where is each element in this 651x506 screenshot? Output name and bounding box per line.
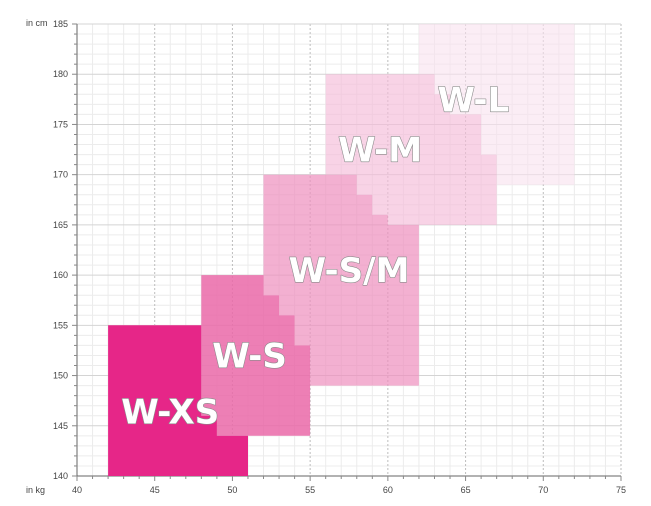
x-axis-unit-label: in kg — [26, 485, 45, 495]
x-tick-label: 60 — [383, 485, 393, 495]
y-axis-unit-label: in cm — [26, 18, 48, 28]
x-tick-label: 75 — [616, 485, 626, 495]
y-tick-label: 185 — [53, 19, 68, 29]
size-area-w-m — [325, 74, 497, 225]
x-tick-label: 45 — [150, 485, 160, 495]
x-tick-label: 40 — [72, 485, 82, 495]
y-tick-label: 180 — [53, 69, 68, 79]
y-tick-label: 165 — [53, 220, 68, 230]
y-tick-label: 175 — [53, 119, 68, 129]
x-tick-label: 65 — [461, 485, 471, 495]
axes: 40 45 50 55 60 65 70 75 140 145 150 155 160 165 170 175… — [53, 19, 626, 495]
y-tick-label: 150 — [53, 371, 68, 381]
size-label-w-s: W-S — [212, 336, 287, 376]
y-tick-label: 160 — [53, 270, 68, 280]
size-labels: W-L W-M W-S/M W-S W-XS — [121, 80, 510, 434]
y-tick-label: 140 — [53, 471, 68, 481]
size-area-w-s-m — [263, 174, 419, 386]
size-label-w-s-m: W-S/M — [289, 251, 410, 291]
x-tick-label: 55 — [305, 485, 315, 495]
x-tick-label: 50 — [227, 485, 237, 495]
size-area-w-xs — [108, 325, 248, 476]
size-areas — [108, 24, 575, 476]
y-tick-label: 145 — [53, 421, 68, 431]
size-label-w-m: W-M — [338, 131, 422, 171]
size-label-w-l: W-L — [437, 80, 509, 120]
size-area-w-s — [201, 275, 311, 436]
x-tick-label: 70 — [538, 485, 548, 495]
y-tick-label: 170 — [53, 170, 68, 180]
size-area-w-l — [418, 24, 575, 185]
size-label-w-xs: W-XS — [121, 393, 219, 433]
y-tick-label: 155 — [53, 320, 68, 330]
